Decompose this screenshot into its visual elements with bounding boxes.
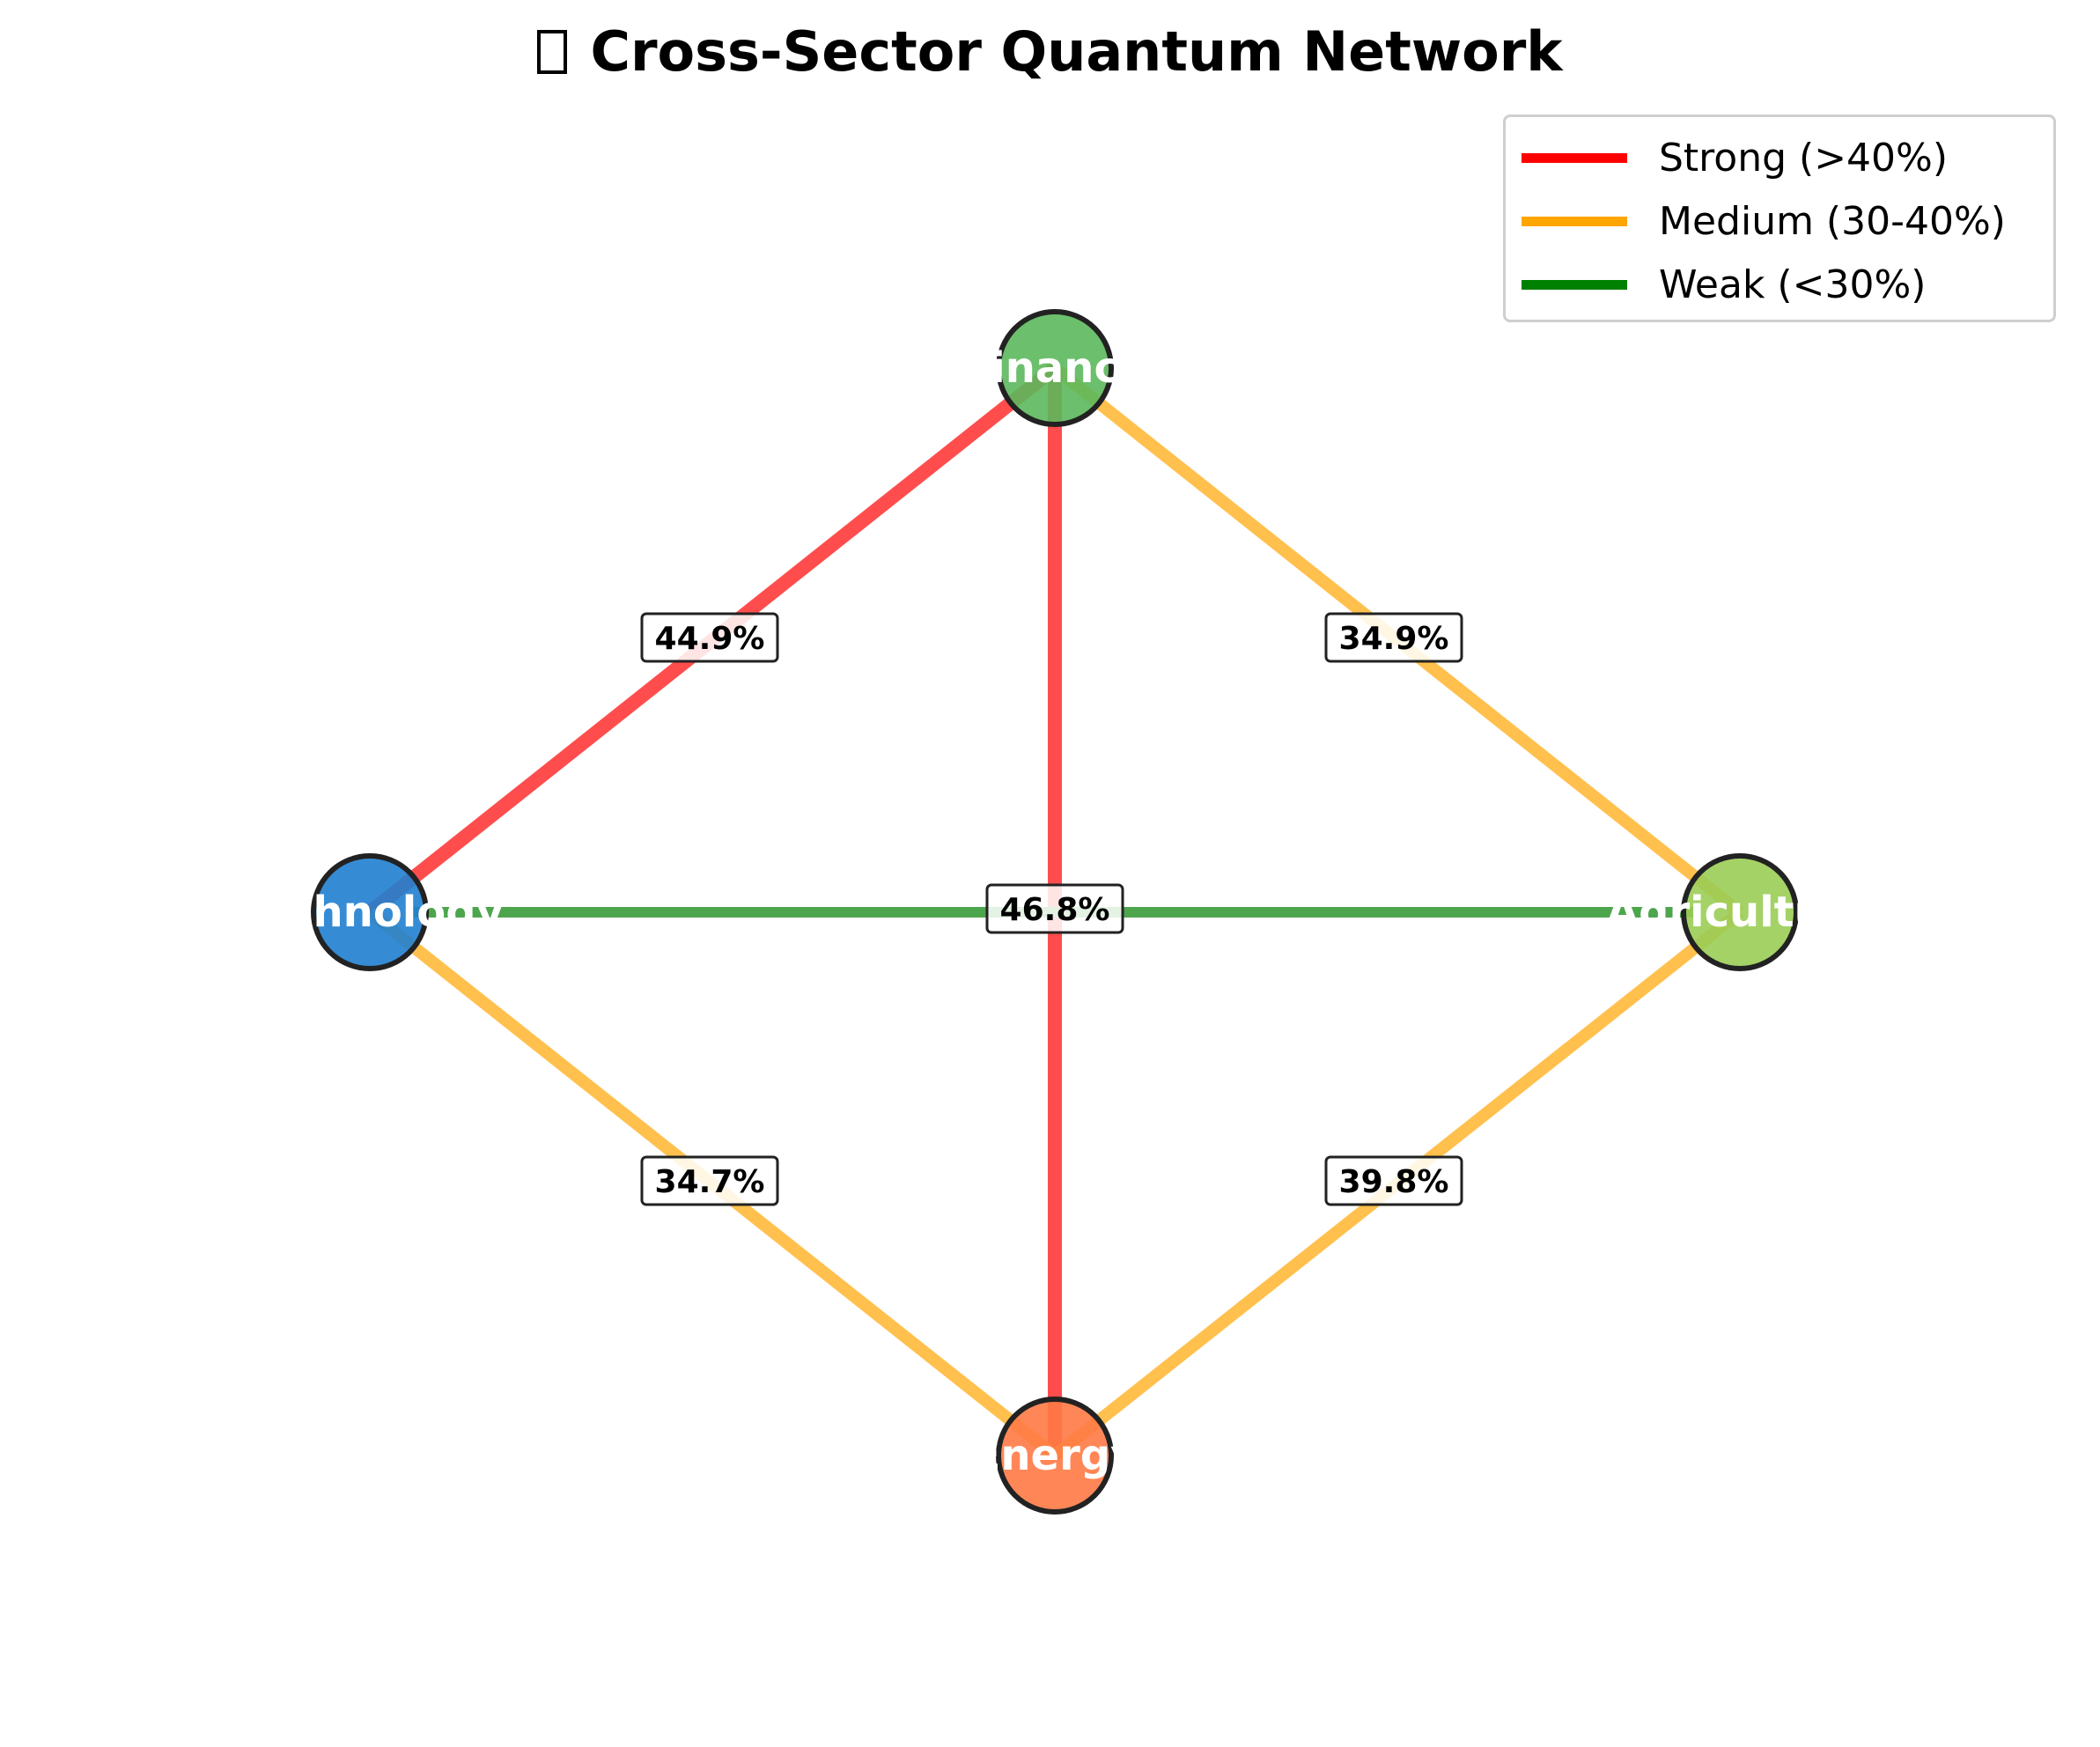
legend-item-strong: Strong (>40%) <box>1506 131 1948 184</box>
legend: Strong (>40%) Medium (30-40%) Weak (<30%… <box>1503 114 2056 322</box>
edge-value-finance-energy: 46.8% <box>1000 892 1110 928</box>
nodes-layer <box>311 309 1799 1515</box>
node-energy <box>996 1397 1114 1515</box>
edge-label-finance-energy: 46.8% <box>985 883 1124 934</box>
node-label-technology: Technology <box>236 888 504 937</box>
edge-value-technology-finance: 44.9% <box>655 621 765 657</box>
legend-swatch-weak <box>1522 279 1627 290</box>
node-label-agriculture: Agriculture <box>1606 888 1874 937</box>
node-labels-layer: Finance Technology Agriculture Energy <box>236 343 1874 1480</box>
legend-item-medium: Medium (30-40%) <box>1506 195 2006 247</box>
legend-label-weak: Weak (<30%) <box>1659 262 1927 307</box>
edge-label-agriculture-energy: 39.8% <box>1324 1155 1463 1206</box>
edge-value-agriculture-energy: 39.8% <box>1339 1164 1449 1200</box>
legend-item-weak: Weak (<30%) <box>1506 258 1926 311</box>
edge-label-technology-energy: 34.7% <box>640 1155 779 1206</box>
node-label-finance: Finance <box>962 343 1148 393</box>
chart-title: Cross-Sector Quantum Network <box>0 19 2100 84</box>
edge-value-finance-agriculture: 34.9% <box>1339 621 1449 657</box>
missing-glyph-icon <box>537 30 568 74</box>
edge-label-technology-finance: 44.9% <box>640 612 779 663</box>
node-technology <box>311 853 429 971</box>
node-finance <box>996 309 1114 427</box>
legend-label-strong: Strong (>40%) <box>1659 135 1949 181</box>
chart-title-text: Cross-Sector Quantum Network <box>590 19 1563 84</box>
node-agriculture <box>1681 853 1799 971</box>
edge-label-finance-agriculture: 34.9% <box>1324 612 1463 663</box>
legend-label-medium: Medium (30-40%) <box>1659 198 2006 244</box>
legend-swatch-strong <box>1522 152 1627 163</box>
edge-labels-layer: 44.9% 34.9% 46.8% 34.7% 39.8% <box>640 612 1463 1206</box>
legend-swatch-medium <box>1522 216 1627 226</box>
edge-value-technology-energy: 34.7% <box>655 1164 765 1200</box>
node-label-energy: Energy <box>972 1431 1138 1480</box>
